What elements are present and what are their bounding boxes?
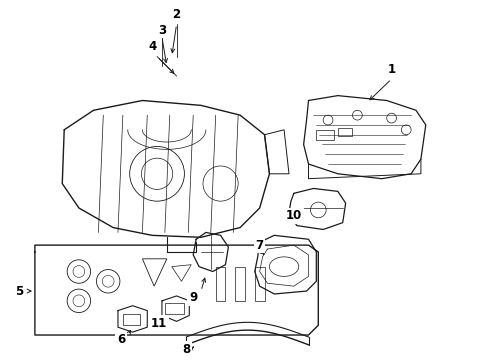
Bar [235,267,245,301]
Text: 8: 8 [182,343,191,356]
Text: 11: 11 [151,317,167,330]
Text: 5: 5 [15,284,24,298]
Text: 1: 1 [388,63,395,76]
Text: 3: 3 [158,24,166,37]
Bar [317,130,334,140]
Text: 10: 10 [286,209,302,222]
Bar [338,128,351,136]
Bar [216,267,225,301]
Bar [165,303,184,314]
Text: 6: 6 [117,333,125,346]
Text: 7: 7 [256,239,264,252]
Text: 2: 2 [172,8,181,21]
Bar [123,314,141,325]
Bar [255,267,265,301]
Text: 4: 4 [148,40,156,53]
Text: 9: 9 [189,291,197,305]
